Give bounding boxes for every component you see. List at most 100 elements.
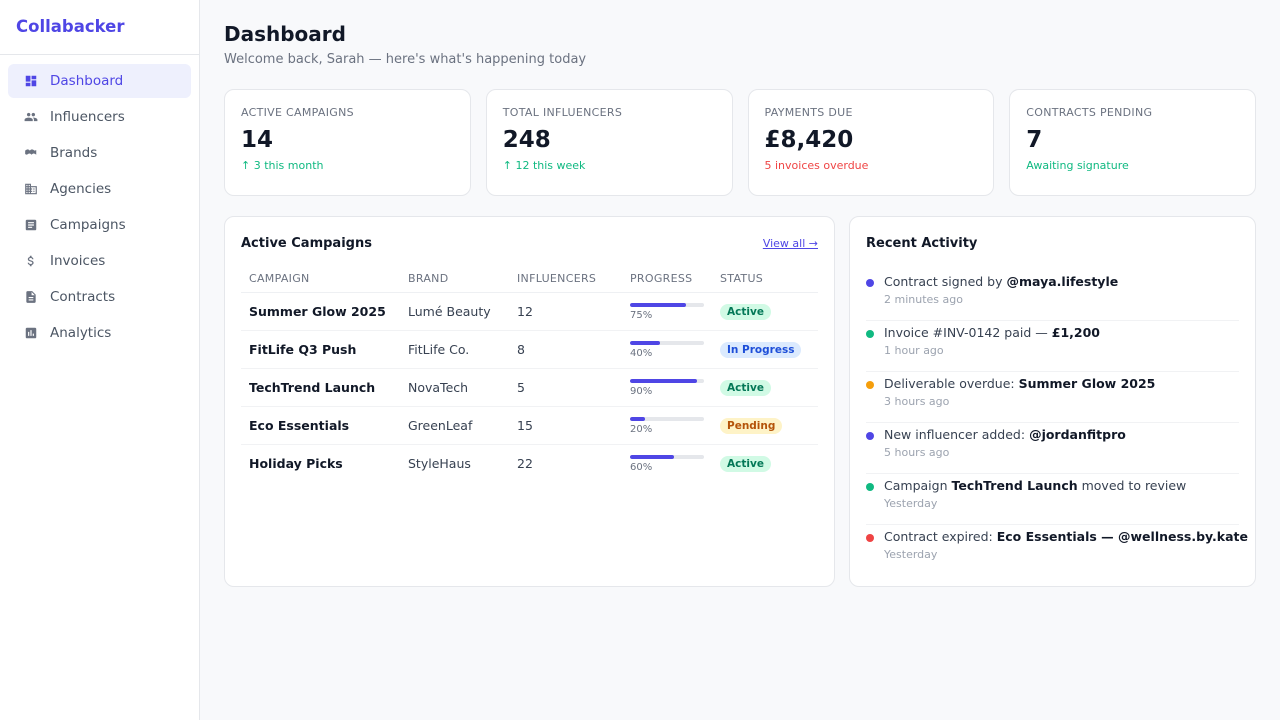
activity-text: Contract signed by @maya.lifestyle bbox=[884, 274, 1239, 289]
progress-label: 60% bbox=[630, 462, 653, 474]
activity-text: Campaign TechTrend Launch moved to revie… bbox=[884, 478, 1239, 493]
activity-text: Deliverable overdue: Summer Glow 2025 bbox=[884, 376, 1239, 391]
stats-row: Active Campaigns 14 ↑ 3 this month Total… bbox=[224, 89, 1256, 196]
sidebar-item-influencers[interactable]: Influencers bbox=[8, 100, 191, 134]
sidebar-item-label: Analytics bbox=[50, 325, 112, 341]
campaign-progress: 40% bbox=[622, 330, 712, 369]
sidebar-item-campaigns[interactable]: Campaigns bbox=[8, 208, 191, 242]
sidebar-item-invoices[interactable]: Invoices bbox=[8, 244, 191, 278]
activity-text-prefix: New influencer added: bbox=[884, 427, 1030, 442]
activity-text-prefix: Contract expired: bbox=[884, 529, 997, 544]
table-header-row: Campaign Brand Influencers Progress Stat… bbox=[241, 272, 818, 293]
table-row[interactable]: Eco Essentials GreenLeaf 15 20% Pending bbox=[241, 406, 818, 445]
column-header-influencers[interactable]: Influencers bbox=[509, 272, 622, 293]
list-item[interactable]: New influencer added: @jordanfitpro 5 hou… bbox=[866, 423, 1239, 474]
activity-time: Yesterday bbox=[884, 548, 938, 561]
sidebar-nav: Dashboard Influencers Brands Agencies Ca… bbox=[0, 55, 199, 350]
panel-title: Active Campaigns bbox=[241, 235, 372, 251]
status-badge: Active bbox=[720, 379, 771, 396]
list-item[interactable]: Invoice #INV-0142 paid — £1,200 1 hour ag… bbox=[866, 321, 1239, 372]
sidebar-item-label: Agencies bbox=[50, 181, 112, 197]
column-header-progress[interactable]: Progress bbox=[622, 272, 712, 293]
stat-value: 7 bbox=[1026, 127, 1043, 153]
list-item[interactable]: Campaign TechTrend Launch moved to revie… bbox=[866, 474, 1239, 525]
stat-label: Contracts Pending bbox=[1026, 106, 1153, 119]
column-header-campaign[interactable]: Campaign bbox=[241, 272, 400, 293]
campaign-brand: StyleHaus bbox=[408, 455, 471, 471]
table-row[interactable]: Summer Glow 2025 Lumé Beauty 12 75% Active bbox=[241, 292, 818, 331]
column-header-status[interactable]: Status bbox=[712, 272, 818, 293]
campaign-name[interactable]: Summer Glow 2025 bbox=[241, 292, 400, 331]
campaign-brand: FitLife Co. bbox=[400, 330, 509, 369]
activity-time: 3 hours ago bbox=[884, 395, 950, 408]
activity-time: 5 hours ago bbox=[884, 446, 950, 459]
page-title: Dashboard bbox=[224, 22, 346, 46]
bar-chart-icon bbox=[24, 326, 38, 340]
campaign-brand: Lumé Beauty bbox=[400, 292, 509, 331]
list-item[interactable]: Contract signed by @maya.lifestyle 2 minu… bbox=[866, 270, 1239, 321]
app-logo[interactable]: Collabacker bbox=[0, 0, 199, 55]
campaigns-table-body: Summer Glow 2025 Lumé Beauty 12 75% Active Fi… bbox=[241, 292, 818, 482]
campaign-name[interactable]: TechTrend Launch bbox=[241, 368, 400, 407]
building-icon bbox=[24, 182, 38, 196]
sidebar-item-brands[interactable]: Brands bbox=[8, 136, 191, 170]
stat-delta: ↑ 12 this week bbox=[502, 159, 586, 172]
stat-delta: 5 invoices overdue bbox=[764, 159, 869, 172]
activity-text-highlight[interactable]: Summer Glow 2025 bbox=[1018, 376, 1156, 391]
sidebar-item-label: Dashboard bbox=[50, 73, 124, 89]
campaign-influencers: 5 bbox=[509, 368, 622, 407]
campaign-status: Pending bbox=[712, 406, 818, 445]
campaign-brand: NovaTech bbox=[400, 368, 509, 407]
table-row[interactable]: Holiday Picks StyleHaus 22 60% Active bbox=[241, 444, 818, 482]
table-row[interactable]: TechTrend Launch NovaTech 5 90% Active bbox=[241, 368, 818, 407]
progress-fill bbox=[630, 303, 686, 307]
activity-text: Contract expired: Eco Essentials — @well… bbox=[884, 529, 1248, 544]
activity-time: Yesterday bbox=[884, 497, 938, 510]
sidebar-item-contracts[interactable]: Contracts bbox=[8, 280, 191, 314]
stat-delta: ↑ 3 this month bbox=[241, 159, 324, 172]
stat-card-total-influencers[interactable]: Total Influencers 248 ↑ 12 this week bbox=[485, 89, 733, 196]
activity-text-prefix: Campaign bbox=[884, 478, 952, 493]
brand-icon bbox=[24, 146, 38, 160]
activity-text-highlight[interactable]: @jordanfitpro bbox=[1029, 427, 1126, 442]
progress-bar bbox=[630, 379, 704, 383]
sidebar-item-dashboard[interactable]: Dashboard bbox=[8, 64, 191, 98]
sidebar-item-analytics[interactable]: Analytics bbox=[8, 316, 191, 350]
stat-label: Total Influencers bbox=[502, 106, 623, 119]
active-campaigns-panel: Active Campaigns View all → Campaign Bra… bbox=[224, 216, 835, 587]
campaign-progress: 20% bbox=[622, 406, 712, 445]
campaign-name[interactable]: Holiday Picks bbox=[249, 455, 343, 471]
progress-fill bbox=[630, 417, 645, 421]
status-badge: Active bbox=[720, 303, 771, 320]
campaign-progress: 60% bbox=[622, 444, 712, 482]
list-item[interactable]: Deliverable overdue: Summer Glow 2025 3 h… bbox=[866, 372, 1239, 423]
page-subtitle: Welcome back, Sarah — here's what's happ… bbox=[224, 52, 587, 67]
stat-card-payments-due[interactable]: Payments Due £8,420 5 invoices overdue bbox=[747, 89, 995, 196]
sidebar: Collabacker Dashboard Influencers Brands… bbox=[0, 0, 200, 720]
activity-text-prefix: Contract signed by bbox=[884, 274, 1007, 289]
campaign-influencers: 12 bbox=[509, 292, 622, 331]
campaign-name[interactable]: FitLife Q3 Push bbox=[241, 330, 400, 369]
activity-text-highlight[interactable]: TechTrend Launch bbox=[951, 478, 1078, 493]
activity-text-highlight[interactable]: £1,200 bbox=[1051, 325, 1100, 340]
document-icon bbox=[24, 218, 38, 232]
activity-text-highlight[interactable]: Eco Essentials — @wellness.by.kate bbox=[996, 529, 1249, 544]
activity-text-highlight[interactable]: @maya.lifestyle bbox=[1006, 274, 1119, 289]
stat-card-contracts-pending[interactable]: Contracts Pending 7 Awaiting signature bbox=[1009, 89, 1256, 196]
status-dot-icon bbox=[866, 279, 874, 287]
campaign-name[interactable]: Eco Essentials bbox=[241, 406, 400, 445]
list-item[interactable]: Contract expired: Eco Essentials — @well… bbox=[866, 525, 1248, 576]
stat-card-active-campaigns[interactable]: Active Campaigns 14 ↑ 3 this month bbox=[224, 89, 471, 196]
stat-label: Active Campaigns bbox=[241, 106, 354, 119]
view-all-link[interactable]: View all → bbox=[762, 236, 818, 250]
sidebar-item-agencies[interactable]: Agencies bbox=[8, 172, 191, 206]
sidebar-item-label: Brands bbox=[50, 145, 98, 161]
table-row[interactable]: FitLife Q3 Push FitLife Co. 8 40% In Progres… bbox=[241, 330, 818, 369]
activity-time: 2 minutes ago bbox=[884, 293, 963, 306]
sidebar-item-label: Campaigns bbox=[50, 217, 126, 233]
stat-label: Payments Due bbox=[764, 106, 853, 119]
activity-list: Contract signed by @maya.lifestyle 2 minu… bbox=[866, 270, 1248, 576]
progress-label: 90% bbox=[630, 386, 653, 397]
progress-fill bbox=[630, 455, 675, 460]
column-header-brand[interactable]: Brand bbox=[400, 272, 509, 293]
